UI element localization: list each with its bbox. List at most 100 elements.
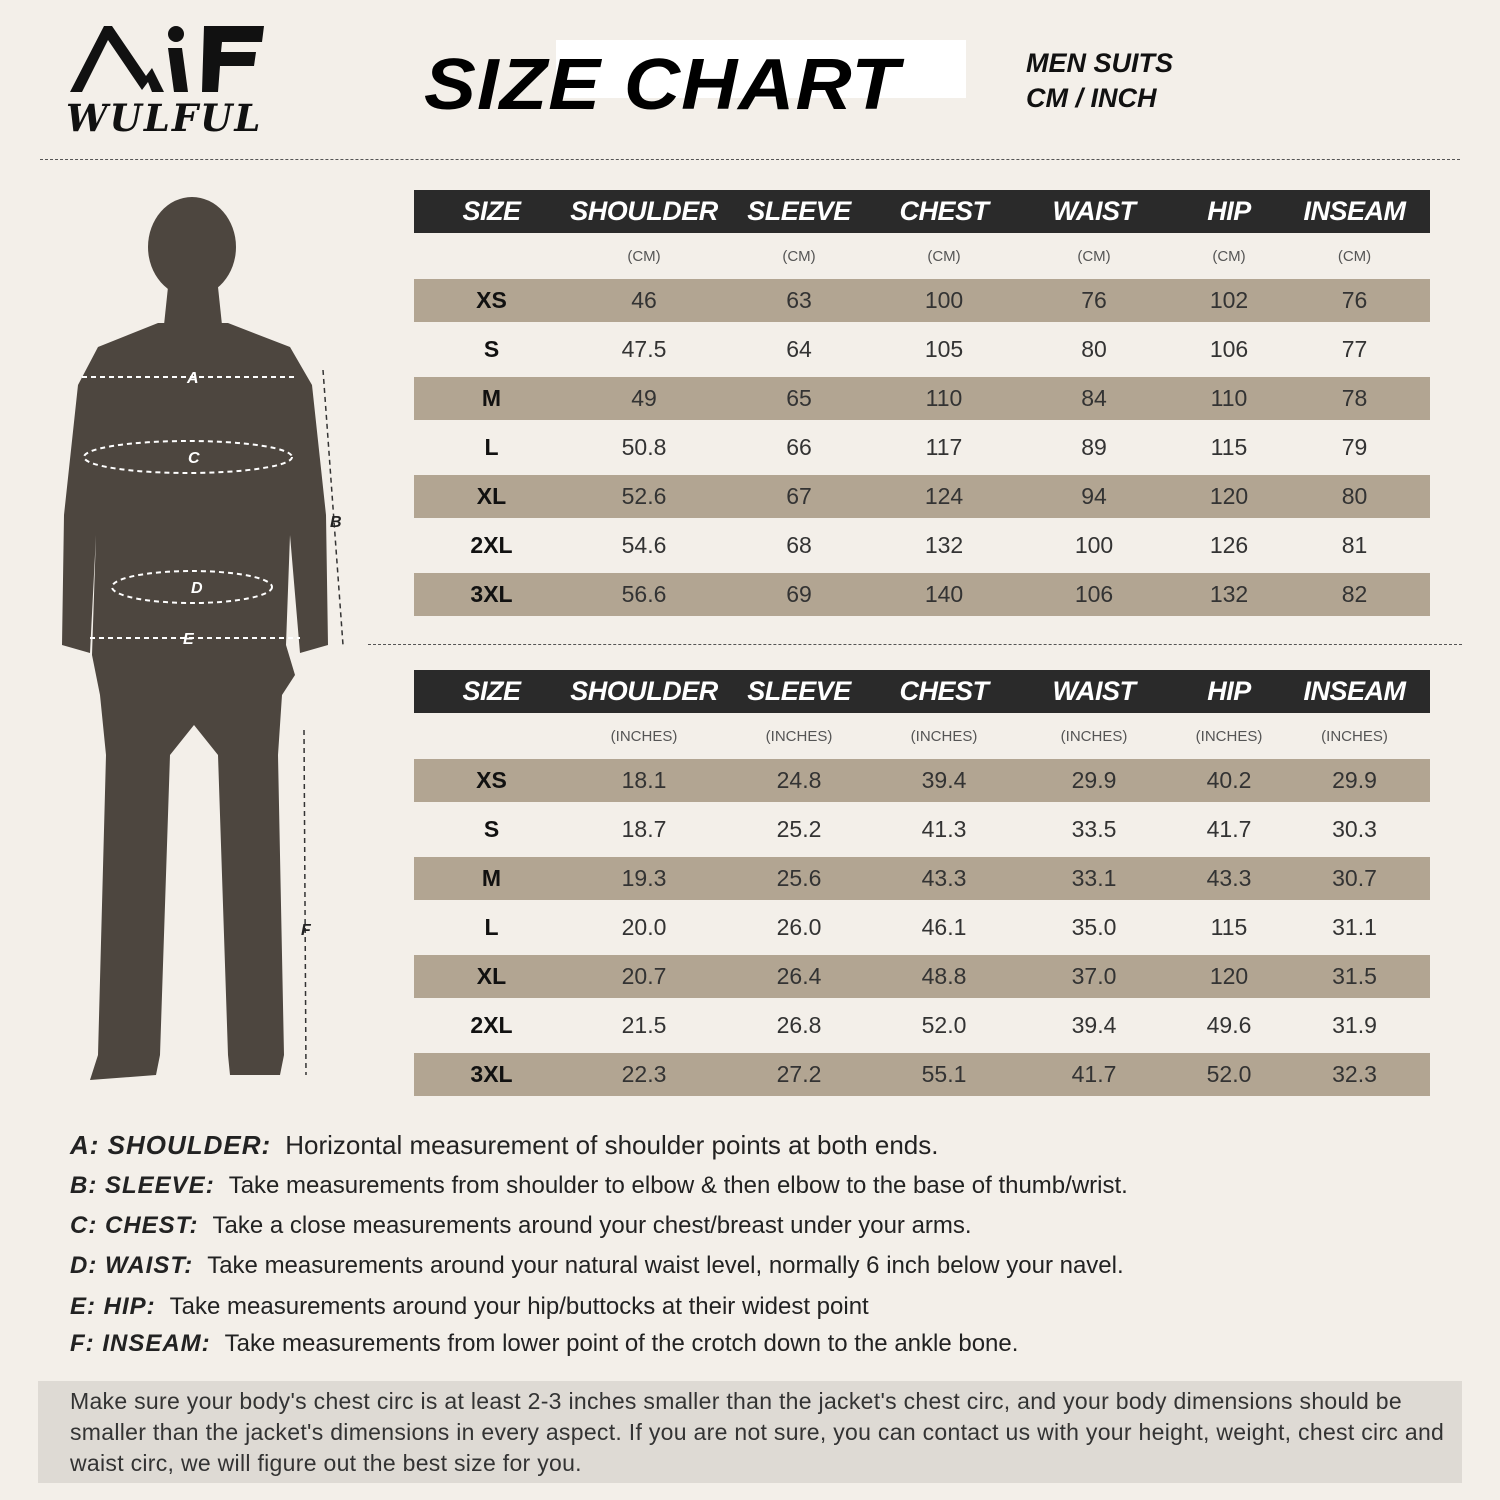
legend-key: D: WAIST:: [70, 1252, 194, 1279]
size-cell: XS: [414, 759, 569, 802]
legend-item: D: WAIST: Take measurements around your n…: [70, 1252, 1124, 1280]
legend-text: Take a close measurements around your ch…: [212, 1212, 972, 1239]
units-row: (INCHES) (INCHES) (INCHES) (INCHES) (INCHES)…: [414, 713, 1430, 759]
legend-text: Take measurements from shoulder to elbow…: [228, 1172, 1128, 1199]
value-cell: 100: [879, 279, 1009, 322]
brand-name: WULFUL: [66, 96, 263, 140]
legend-key: B: SLEEVE:: [70, 1172, 215, 1199]
label-b: B: [330, 514, 342, 531]
label-d: D: [191, 580, 203, 597]
units-cell: (CM): [1077, 247, 1111, 265]
value-cell: 65: [719, 377, 879, 420]
page-title: SIZE CHART: [424, 45, 900, 125]
legend-key: F: INSEAM:: [70, 1330, 211, 1357]
value-cell: 25.6: [719, 857, 879, 900]
value-cell: 52.6: [569, 475, 719, 518]
table-row: 2XL 54.6 68 132 100 126 81: [414, 524, 1430, 567]
value-cell: 41.3: [921, 816, 967, 842]
size-table-inches: SIZE SHOULDER SLEEVE CHEST WAIST HIP INSEAM (IN…: [414, 670, 1430, 1096]
value-cell: 26.8: [776, 1012, 822, 1038]
size-cell: XL: [414, 955, 569, 998]
units-cell: [414, 713, 569, 759]
value-cell: 132: [924, 532, 964, 558]
value-cell: 110: [879, 377, 1009, 420]
size-cell: M: [414, 377, 569, 420]
value-cell: 68: [786, 532, 812, 558]
column-header: SLEEVE: [719, 190, 879, 233]
units-cell: (INCHES): [1195, 727, 1263, 745]
value-cell: 110: [1179, 377, 1279, 420]
value-cell: 80: [1279, 475, 1430, 518]
value-cell: 115: [1210, 914, 1248, 940]
table-row: S 47.5 64 105 80 106 77: [414, 328, 1430, 371]
units-cell: (CM): [927, 247, 961, 265]
value-cell: 18.7: [621, 816, 667, 842]
value-cell: 64: [786, 336, 812, 362]
subtitle-category: MEN SUITS: [1026, 48, 1174, 78]
value-cell: 82: [1279, 573, 1430, 616]
value-cell: 46: [569, 279, 719, 322]
value-cell: 41.7: [1206, 816, 1252, 842]
units-cell: (CM): [782, 247, 816, 265]
table-row: 3XL 22.3 27.2 55.1 41.7 52.0 32.3: [414, 1053, 1430, 1096]
title-highlight: [556, 40, 966, 98]
size-table-cm: SIZE SHOULDER SLEEVE CHEST WAIST HIP INSEAM (CM…: [414, 190, 1430, 616]
legend-item: C: CHEST: Take a close measurements aroun…: [70, 1212, 972, 1240]
label-a: A: [186, 370, 199, 387]
table-row: M 49 65 110 84 110 78: [414, 377, 1430, 420]
value-cell: 41.7: [1009, 1053, 1179, 1096]
legend-text: Take measurements around your hip/buttoc…: [169, 1293, 869, 1320]
size-cell: M: [414, 857, 569, 900]
table-row: L 50.8 66 117 89 115 79: [414, 426, 1430, 469]
table-row: 2XL 21.5 26.8 52.0 39.4 49.6 31.9: [414, 1004, 1430, 1047]
table-row: XS 46 63 100 76 102 76: [414, 279, 1430, 322]
size-cell: S: [483, 816, 500, 842]
column-header: SIZE: [414, 190, 569, 233]
value-cell: 117: [925, 434, 963, 460]
column-header: SHOULDER: [569, 670, 719, 713]
value-cell: 102: [1179, 279, 1279, 322]
table-row: M 19.3 25.6 43.3 33.1 43.3 30.7: [414, 857, 1430, 900]
column-header: CHEST: [879, 190, 1009, 233]
value-cell: 49: [569, 377, 719, 420]
size-cell: L: [484, 914, 499, 940]
units-cell: (CM): [1337, 247, 1372, 265]
value-cell: 120: [1179, 955, 1279, 998]
column-header: INSEAM: [1279, 190, 1430, 233]
value-cell: 52.0: [921, 1012, 967, 1038]
body-figure: A B C D E F: [62, 197, 344, 1080]
value-cell: 31.5: [1279, 955, 1430, 998]
legend-text: Take measurements from lower point of th…: [224, 1330, 1019, 1357]
table-row: XL 52.6 67 124 94 120 80: [414, 475, 1430, 518]
legend-item: B: SLEEVE: Take measurements from shoulde…: [70, 1172, 1128, 1200]
value-cell: 66: [786, 434, 812, 460]
value-cell: 100: [1074, 532, 1114, 558]
size-cell: XL: [414, 475, 569, 518]
column-header: WAIST: [1009, 190, 1179, 233]
column-header: INSEAM: [1279, 670, 1430, 713]
value-cell: 55.1: [879, 1053, 1009, 1096]
value-cell: 33.1: [1009, 857, 1179, 900]
units-cell: (INCHES): [610, 727, 678, 745]
label-f: F: [301, 922, 312, 939]
value-cell: 31.9: [1332, 1012, 1377, 1038]
units-cell: (INCHES): [910, 727, 978, 745]
legend-key: E: HIP:: [70, 1293, 156, 1320]
subtitle-units: CM / INCH: [1026, 83, 1157, 113]
note-text: Make sure your body's chest circ is at l…: [70, 1388, 1445, 1476]
table-row: S 18.7 25.2 41.3 33.5 41.7 30.3: [414, 808, 1430, 851]
value-cell: 18.1: [569, 759, 719, 802]
value-cell: 80: [1081, 336, 1107, 362]
column-header: CHEST: [879, 670, 1009, 713]
legend-key: A: SHOULDER:: [70, 1130, 272, 1160]
column-header: SHOULDER: [569, 190, 719, 233]
value-cell: 20.0: [621, 914, 667, 940]
table-header: SIZE SHOULDER SLEEVE CHEST WAIST HIP INSEAM: [414, 670, 1430, 713]
table-header: SIZE SHOULDER SLEEVE CHEST WAIST HIP INSEAM: [414, 190, 1430, 233]
value-cell: 26.0: [776, 914, 822, 940]
value-cell: 32.3: [1279, 1053, 1430, 1096]
note-box: [38, 1381, 1462, 1483]
table-row: L 20.0 26.0 46.1 35.0 115 31.1: [414, 906, 1430, 949]
size-cell: XS: [414, 279, 569, 322]
legend-text: Take measurements around your natural wa…: [207, 1252, 1124, 1279]
